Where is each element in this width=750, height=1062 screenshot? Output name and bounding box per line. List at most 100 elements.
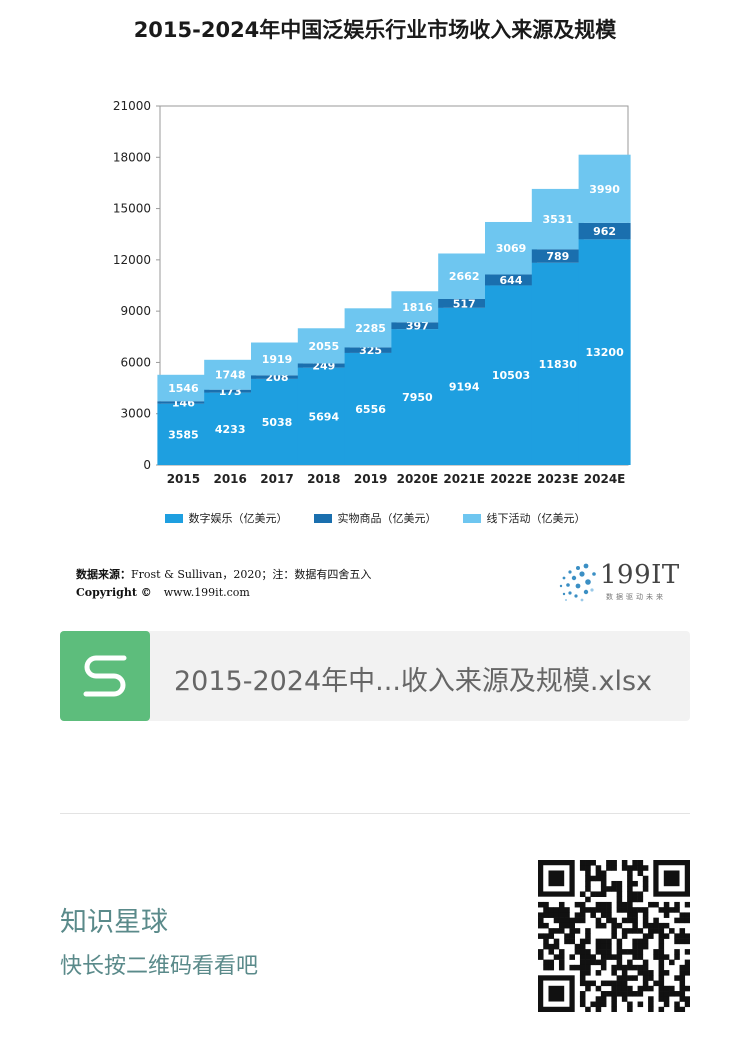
bar-segment xyxy=(204,389,257,393)
bar-segment xyxy=(344,347,397,353)
data-label: 5694 xyxy=(308,410,339,423)
divider xyxy=(60,813,690,814)
source-label: 数据来源： xyxy=(76,568,131,581)
bar-segment xyxy=(204,359,257,390)
data-label: 1919 xyxy=(262,353,293,366)
chart-svg: 0300060009000120001500018000210003585146… xyxy=(113,99,631,486)
legend-swatch-physical xyxy=(313,513,332,523)
knowledge-planet-subtitle: 快长按二维码看看吧 xyxy=(60,954,259,979)
x-tick-label: 2024E xyxy=(584,472,626,486)
x-tick-label: 2022E xyxy=(490,472,532,486)
x-tick-label: 2023E xyxy=(537,472,579,486)
legend-item-physical: 实物商品（亿美元） xyxy=(313,510,437,526)
logo-dots-icon xyxy=(559,563,596,602)
file-attachment-card[interactable]: 2015-2024年中...收入来源及规模.xlsx xyxy=(60,631,690,721)
bar-segment xyxy=(485,221,537,275)
logo-text: 199IT xyxy=(600,560,680,590)
brand-logo: 199IT 数据驱动未来 xyxy=(556,560,686,604)
x-tick-label: 2020E xyxy=(397,472,439,486)
legend-item-offline: 线下活动（亿美元） xyxy=(462,510,586,526)
bar-segment xyxy=(531,188,584,250)
bar-segment xyxy=(485,285,537,465)
x-tick-label: 2016 xyxy=(213,472,246,486)
legend-label-offline: 线下活动（亿美元） xyxy=(486,512,586,525)
legend-label-digital: 数字娱乐（亿美元） xyxy=(188,512,288,525)
data-label: 10503 xyxy=(492,369,530,382)
data-label: 397 xyxy=(406,320,429,333)
data-label: 4233 xyxy=(215,423,246,436)
data-label: 9194 xyxy=(449,380,480,393)
legend-swatch-offline xyxy=(462,513,481,523)
data-label: 13200 xyxy=(585,346,624,359)
x-tick-label: 2018 xyxy=(307,472,340,486)
data-label: 3990 xyxy=(589,183,620,196)
data-label: 962 xyxy=(593,225,616,238)
file-name: 2015-2024年中...收入来源及规模.xlsx xyxy=(174,666,653,697)
s-letter-icon xyxy=(83,655,127,697)
qr-code-icon[interactable] xyxy=(538,860,690,1012)
y-tick-label: 0 xyxy=(143,458,151,472)
data-label: 6556 xyxy=(355,403,386,416)
legend-swatch-digital xyxy=(164,513,183,523)
x-tick-label: 2019 xyxy=(354,472,387,486)
data-label: 2662 xyxy=(449,270,480,283)
legend-label-physical: 实物商品（亿美元） xyxy=(337,512,437,525)
legend-item-digital: 数字娱乐（亿美元） xyxy=(164,510,288,526)
copyright-line: Copyright © www.199it.com xyxy=(76,586,250,599)
data-label: 11830 xyxy=(539,358,578,371)
y-tick-label: 9000 xyxy=(120,304,151,318)
data-label: 1748 xyxy=(215,369,246,382)
source-line: 数据来源：Frost & Sullivan，2020；注：数据有四舍五入 xyxy=(76,566,371,582)
legend: 数字娱乐（亿美元） 实物商品（亿美元） 线下活动（亿美元） xyxy=(0,510,750,526)
data-label: 3585 xyxy=(168,428,199,441)
data-label: 789 xyxy=(546,250,569,263)
bar-segment xyxy=(578,239,631,465)
spreadsheet-file-icon xyxy=(60,631,150,721)
y-tick-label: 21000 xyxy=(113,99,151,113)
bar-segment xyxy=(438,307,491,465)
bar-segment xyxy=(578,222,631,240)
bar-segment xyxy=(391,322,444,330)
y-tick-label: 3000 xyxy=(120,407,151,421)
x-tick-label: 2017 xyxy=(260,472,293,486)
bar-segment xyxy=(344,308,397,348)
bar-segment xyxy=(344,352,397,465)
data-label: 517 xyxy=(453,297,476,310)
data-label: 325 xyxy=(359,344,382,357)
bar-segment xyxy=(297,363,350,368)
data-label: 7950 xyxy=(402,391,433,404)
bar-segment xyxy=(157,374,210,402)
bar-segment xyxy=(485,274,537,286)
bar-segment xyxy=(297,328,350,364)
logo-subtitle: 数据驱动未来 xyxy=(606,593,666,601)
bar-segment xyxy=(438,298,491,308)
bar-segment xyxy=(251,375,303,379)
bar-segment xyxy=(157,403,210,465)
copyright-label: Copyright © xyxy=(76,586,152,599)
bar-segment xyxy=(531,249,584,263)
bar-segment xyxy=(531,262,584,465)
bar-segment xyxy=(297,367,350,465)
data-label: 3531 xyxy=(542,213,573,226)
bar-segment xyxy=(578,154,631,223)
data-label: 644 xyxy=(500,274,523,287)
bar-segment xyxy=(391,329,444,465)
data-label: 2055 xyxy=(308,340,339,353)
data-label: 1816 xyxy=(402,301,433,314)
bar-segment xyxy=(438,253,491,299)
data-label: 5038 xyxy=(262,416,293,429)
y-tick-label: 6000 xyxy=(120,355,151,369)
copyright-url: www.199it.com xyxy=(163,586,250,599)
x-tick-label: 2021E xyxy=(443,472,485,486)
bar-segment xyxy=(251,342,303,376)
bar-segment xyxy=(251,378,303,465)
y-tick-label: 12000 xyxy=(113,253,151,267)
y-tick-label: 15000 xyxy=(113,202,151,216)
x-tick-label: 2015 xyxy=(167,472,200,486)
bar-segment xyxy=(204,392,257,465)
knowledge-planet-title: 知识星球 xyxy=(60,907,168,938)
data-label: 3069 xyxy=(496,242,527,255)
data-label: 2285 xyxy=(355,322,386,335)
bar-segment xyxy=(391,291,444,323)
data-label: 1546 xyxy=(168,382,199,395)
